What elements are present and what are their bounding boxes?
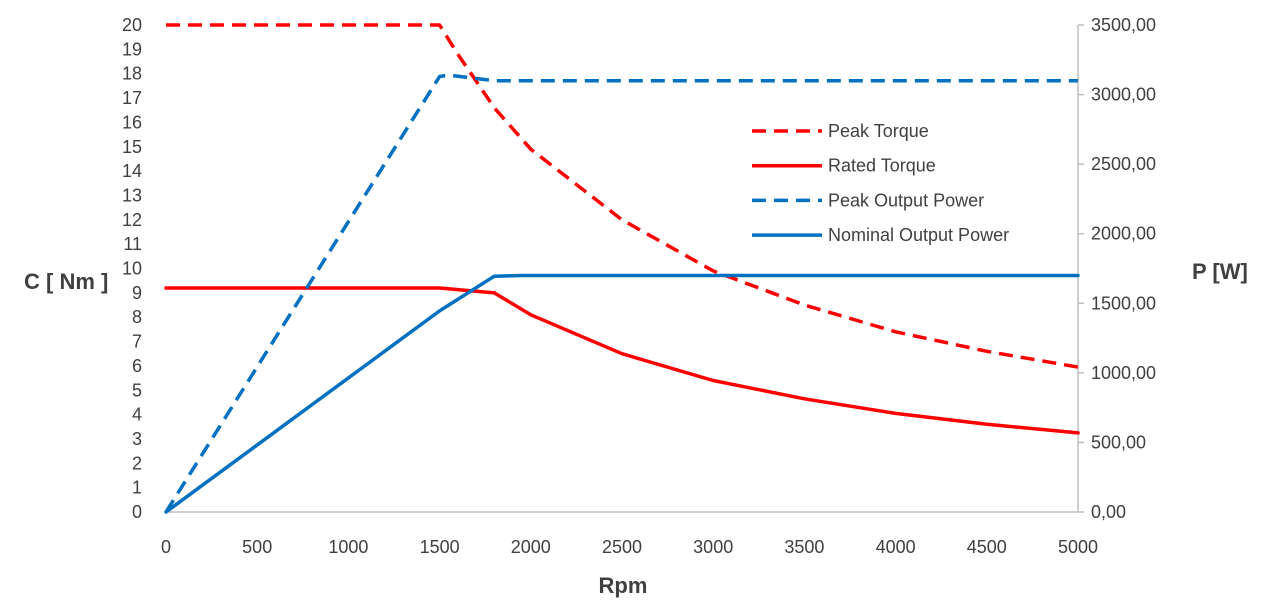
y-left-tick-label: 0 — [132, 502, 142, 522]
y-left-tick-label: 11 — [123, 234, 142, 254]
x-tick-label: 1000 — [328, 537, 368, 557]
x-tick-label: 2000 — [511, 537, 551, 557]
y-right-tick-label: 3500,00 — [1091, 15, 1156, 35]
y-left-tick-label: 14 — [122, 161, 142, 181]
x-tick-label: 3000 — [693, 537, 733, 557]
legend-label-nominal-output-power: Nominal Output Power — [828, 225, 1009, 245]
y-left-tick-label: 10 — [122, 259, 142, 279]
y-left-tick-label: 20 — [122, 15, 142, 35]
y-left-tick-label: 6 — [132, 356, 142, 376]
x-tick-label: 4500 — [967, 537, 1007, 557]
y-right-tick-label: 1000,00 — [1091, 363, 1156, 383]
legend-label-peak-output-power: Peak Output Power — [828, 190, 984, 210]
series-lines — [164, 23, 1080, 514]
tick-labels: 0 500 1000 1500 2000 2500 3000 3500 4000 4500 5000… — [122, 15, 1156, 557]
y-left-tick-label: 16 — [122, 112, 142, 132]
y-left-tick-label: 19 — [122, 39, 142, 59]
series-line-peak-torque — [166, 23, 1079, 369]
y-left-tick-label: 17 — [122, 88, 142, 108]
y-right-tick-label: 1500,00 — [1091, 293, 1156, 313]
axes — [166, 24, 1084, 513]
y-right-tick-label: 3000,00 — [1091, 85, 1156, 105]
y-left-tick-label: 9 — [132, 283, 142, 303]
y-left-tick-label: 1 — [132, 478, 142, 498]
y-left-tick-label: 4 — [132, 405, 142, 425]
series-line-rated-torque — [164, 286, 1080, 435]
y-right-tick-label: 500,00 — [1091, 432, 1146, 452]
y-left-tick-label: 3 — [132, 429, 142, 449]
y-left-tick-label: 5 — [132, 380, 142, 400]
y-left-axis-title: C [ Nm ] — [24, 269, 108, 294]
y-left-tick-label: 15 — [122, 137, 142, 157]
series-line-peak-output-power — [164, 73, 1078, 513]
legend: Peak Torque Rated Torque Peak Output Power… — [752, 121, 1009, 245]
y-right-tick-label: 0,00 — [1091, 502, 1126, 522]
x-tick-label: 1500 — [420, 537, 460, 557]
x-tick-label: 0 — [161, 537, 171, 557]
y-right-tick-label: 2000,00 — [1091, 224, 1156, 244]
x-tick-label: 500 — [242, 537, 272, 557]
x-axis-title: Rpm — [599, 573, 648, 598]
y-left-tick-label: 13 — [122, 185, 142, 205]
y-left-tick-label: 8 — [132, 307, 142, 327]
series-line-nominal-output-power — [164, 273, 1080, 514]
x-tick-label: 4000 — [876, 537, 916, 557]
y-left-tick-label: 18 — [122, 64, 142, 84]
x-tick-label: 3500 — [784, 537, 824, 557]
legend-label-peak-torque: Peak Torque — [828, 121, 929, 141]
y-left-tick-label: 2 — [132, 453, 142, 473]
y-right-tick-label: 2500,00 — [1091, 154, 1156, 174]
y-left-tick-label: 12 — [122, 210, 142, 230]
x-tick-label: 2500 — [602, 537, 642, 557]
y-right-axis-title: P [W] — [1192, 259, 1248, 284]
legend-label-rated-torque: Rated Torque — [828, 156, 936, 176]
y-left-tick-label: 7 — [132, 332, 142, 352]
x-tick-label: 5000 — [1058, 537, 1098, 557]
